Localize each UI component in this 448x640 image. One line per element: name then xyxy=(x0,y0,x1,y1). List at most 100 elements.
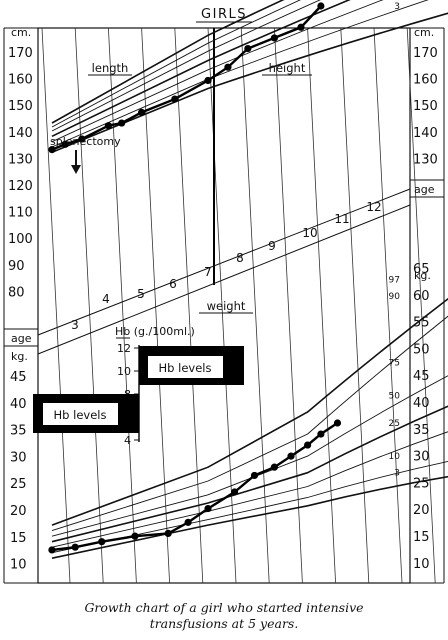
height-measurement-point xyxy=(78,135,86,143)
height-percentile-curve xyxy=(51,0,384,143)
weight-percentile-label: 90 xyxy=(389,292,401,302)
height-tick-label-right: 150 xyxy=(413,99,438,114)
age-tick-label: 9 xyxy=(268,239,276,253)
age-gridline xyxy=(174,27,204,584)
weight-percentile-curve xyxy=(51,297,448,526)
weight-measurement-point xyxy=(164,529,172,538)
weight-percentile-curve xyxy=(51,375,448,537)
weight-tick-label-right: 45 xyxy=(413,369,430,384)
age-tick-label: 11 xyxy=(334,212,349,226)
figure-caption: Growth chart of a girl who started inten… xyxy=(0,600,448,632)
weight-tick-label-left: 10 xyxy=(10,558,27,573)
height-measurement-point xyxy=(61,140,69,148)
age-gridline xyxy=(274,27,303,584)
height-tick-label-left: 80 xyxy=(8,285,25,300)
height-measurement-point xyxy=(138,108,146,116)
age-tick-label: 7 xyxy=(204,265,212,279)
height-tick-label-left: 100 xyxy=(8,232,33,247)
hb-levels-box-1: Hb levels xyxy=(139,346,244,385)
label-weight: weight xyxy=(207,299,246,313)
height-tick-label-right: 140 xyxy=(413,126,438,141)
height-tick-label-left: 120 xyxy=(8,179,33,194)
weight-tick-label-left: 45 xyxy=(10,370,27,385)
height-measurement-point xyxy=(118,119,126,127)
weight-tick-label-left: 30 xyxy=(10,450,27,465)
weight-tick-label-right: 35 xyxy=(413,423,430,438)
weight-measurement-point xyxy=(304,441,312,449)
weight-percentile-curve xyxy=(51,405,448,543)
height-measurement-point xyxy=(224,63,232,71)
height-tick-label-left: 90 xyxy=(8,259,25,274)
weight-measurement-point xyxy=(317,430,325,438)
age-band: 3 4 5 6 7 8 9 10 11 12 xyxy=(37,188,411,355)
age-gridline xyxy=(240,27,270,584)
age-tick-label: 10 xyxy=(302,226,317,240)
age-band-lower xyxy=(37,204,411,355)
weight-tick-label-right: 25 xyxy=(413,476,430,491)
weight-tick-label-left: 35 xyxy=(10,424,27,439)
weight-measurement-point xyxy=(287,452,295,460)
age-band-upper xyxy=(37,188,411,336)
age-tick-label: 4 xyxy=(102,292,110,306)
age-tick-label: 5 xyxy=(137,287,145,301)
weight-tick-label-right: 10 xyxy=(413,557,430,572)
height-tick-label-left: 170 xyxy=(8,46,33,61)
age-tick-label: 8 xyxy=(236,251,244,265)
weight-measurement-point xyxy=(333,419,342,427)
weight-tick-label-right: 20 xyxy=(413,503,430,518)
height-percentile-curve xyxy=(51,0,301,128)
weight-percentile-label: 25 xyxy=(389,419,400,429)
splenectomy-arrow xyxy=(71,150,81,174)
age-gridline xyxy=(406,27,436,584)
percentile-curves: 97907550251039790755025103 xyxy=(51,0,448,559)
age-gridline xyxy=(373,27,403,584)
age-tick-label: 6 xyxy=(169,277,177,291)
age-gridline xyxy=(141,27,170,584)
unit-kg-right: kg. xyxy=(414,269,431,282)
weight-percentile-label: 10 xyxy=(389,452,401,462)
weight-percentile-label: 97 xyxy=(389,275,400,285)
chart-labels: 170 160 150 140 130 120 110 100 90 80 170 160 150 140… xyxy=(8,46,438,573)
weight-tick-label-right: 55 xyxy=(413,316,430,331)
weight-tick-label-right: 40 xyxy=(413,396,430,411)
weight-tick-label-right: 50 xyxy=(413,342,430,357)
weight-measurement-point xyxy=(71,543,79,551)
height-percentile-curve xyxy=(51,0,285,124)
age-label-left: age xyxy=(11,332,32,345)
chart-grid xyxy=(41,27,436,584)
height-measurement-point xyxy=(104,122,112,130)
age-gridline xyxy=(340,27,370,584)
height-percentile-curve xyxy=(51,0,351,138)
label-height: height xyxy=(269,61,306,75)
height-tick-label-right: 160 xyxy=(413,73,438,88)
weight-measurement-point xyxy=(230,488,239,496)
label-length: length xyxy=(92,61,129,75)
age-gridline xyxy=(74,27,104,584)
patient-data xyxy=(48,2,342,554)
weight-measurement-point xyxy=(98,538,106,546)
height-measurement-point xyxy=(204,76,212,85)
hb-tick-label: 4 xyxy=(124,434,131,447)
weight-measurement-point xyxy=(184,518,192,526)
caption-line-1: Growth chart of a girl who started inten… xyxy=(84,600,364,615)
hb-levels-label-2: Hb levels xyxy=(54,408,107,422)
weight-tick-label-left: 15 xyxy=(10,531,27,546)
height-tick-label-left: 140 xyxy=(8,126,33,141)
hb-levels-box-2: Hb levels xyxy=(33,394,139,433)
label-splenectomy: splenectomy xyxy=(50,135,121,148)
hb-tick-label: 10 xyxy=(117,365,131,378)
hb-levels-label-1: Hb levels xyxy=(159,361,212,375)
height-measurement-point xyxy=(317,2,325,10)
caption-line-2: transfusions at 5 years. xyxy=(149,616,299,631)
weight-percentile-label: 50 xyxy=(389,391,401,401)
chart-title: GIRLS xyxy=(201,7,247,22)
weight-percentile-curve xyxy=(51,315,448,532)
weight-percentile-label: 75 xyxy=(389,358,400,368)
height-measurement-point xyxy=(297,23,305,31)
height-tick-label-left: 150 xyxy=(8,99,33,114)
weight-percentile-curve xyxy=(51,460,448,554)
unit-kg-left: kg. xyxy=(11,350,28,363)
height-tick-label-left: 130 xyxy=(8,152,33,167)
weight-tick-label-right: 15 xyxy=(413,530,430,545)
